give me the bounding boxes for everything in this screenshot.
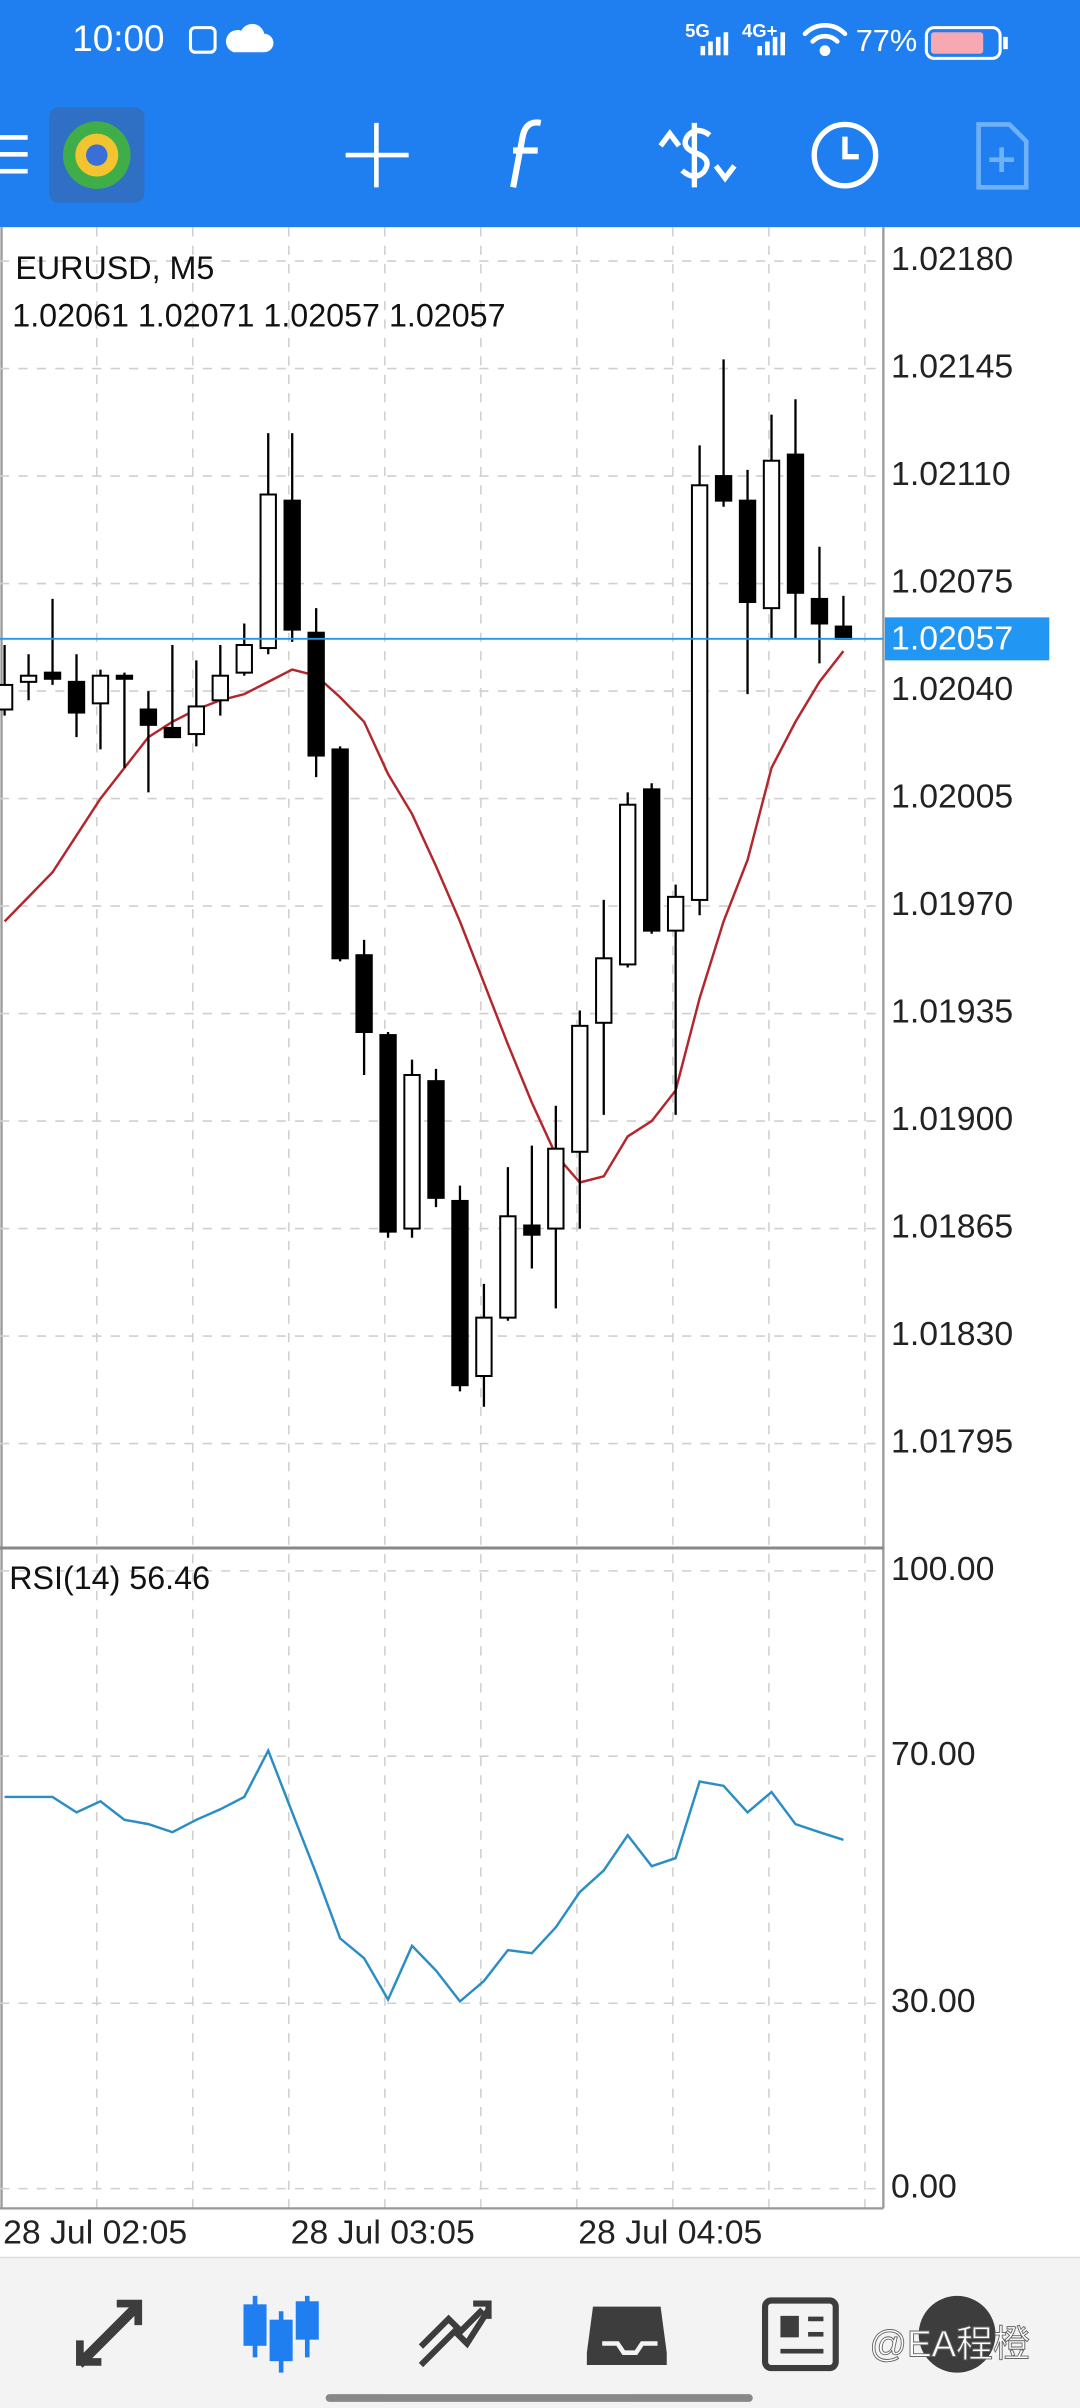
signal-bars	[700, 32, 786, 56]
candle-body	[283, 499, 301, 631]
new-order-button[interactable]	[976, 122, 1029, 190]
candle-body	[307, 631, 325, 757]
candle-body	[762, 459, 781, 610]
y-tick-label: 1.02180	[891, 240, 1013, 278]
y-tick-label: 100.00	[891, 1550, 994, 1588]
y-tick-label: 1.01795	[891, 1422, 1013, 1460]
candle-body	[619, 803, 637, 966]
candle-body	[355, 954, 373, 1033]
indicators-button[interactable]	[510, 119, 542, 188]
ohlc-text: 1.02061 1.02071 1.02057 1.02057	[12, 297, 505, 333]
battery-icon	[924, 26, 1008, 60]
y-tick-label: 1.02075	[891, 562, 1013, 600]
candle-body	[714, 475, 733, 502]
candle-body	[523, 1224, 541, 1236]
chart-title: EURUSD, M5	[15, 250, 214, 286]
y-tick-label: 1.01935	[891, 992, 1013, 1030]
y-tick-label: 30.00	[891, 1982, 976, 2020]
candle-body	[379, 1034, 397, 1233]
candle-body	[139, 708, 158, 726]
status-time: 10:00	[72, 18, 164, 59]
candle-body	[547, 1147, 565, 1230]
nav-trade[interactable]	[418, 2300, 492, 2368]
candle-body	[499, 1215, 517, 1319]
crosshair-button[interactable]	[345, 122, 409, 188]
wifi-icon	[802, 23, 848, 57]
gesture-bar	[325, 2394, 753, 2402]
candle-body	[235, 644, 253, 674]
candle-body	[666, 895, 685, 932]
candle-body	[690, 484, 709, 901]
x-tick-label: 28 Jul 03:05	[291, 2213, 475, 2251]
app-header	[0, 0, 1080, 228]
candle-body	[115, 674, 134, 680]
chart-layer: 1.02180 1.02145 1.02110 1.02075 1.02040 1.020…	[0, 240, 1050, 2251]
candle-body	[0, 683, 14, 711]
rsi-line	[4, 1747, 844, 2004]
candle-body	[738, 499, 757, 603]
battery-text: 77%	[856, 23, 917, 58]
y-tick-label: 1.02005	[891, 777, 1013, 815]
candle-body	[643, 788, 661, 932]
candle-body	[834, 625, 853, 640]
candle-body	[187, 705, 206, 736]
trade-button[interactable]	[658, 122, 737, 188]
app-logo[interactable]	[49, 107, 145, 203]
candle-body	[571, 1024, 589, 1153]
candle-body	[67, 680, 86, 714]
candle-body	[163, 726, 182, 739]
nav-history[interactable]	[586, 2306, 667, 2365]
y-tick-label: 0.00	[891, 2168, 957, 2206]
candle-body	[91, 674, 110, 705]
network-4g: 4G+	[742, 20, 778, 41]
x-tick-label: 28 Jul 02:05	[3, 2213, 187, 2251]
nav-news[interactable]	[761, 2297, 839, 2372]
current-price-label: 1.02057	[891, 619, 1013, 657]
candle-body	[331, 748, 349, 960]
bottom-nav	[0, 2257, 1080, 2408]
candle-body	[211, 674, 229, 702]
y-tick-label: 1.02110	[891, 455, 1011, 493]
chart-area	[0, 227, 1080, 2258]
y-tick-label: 1.01900	[891, 1100, 1013, 1138]
current-price-box	[884, 617, 1050, 661]
nav-quotes[interactable]	[76, 2299, 143, 2368]
y-tick-label: 1.01865	[891, 1207, 1013, 1245]
candle-body	[43, 671, 62, 680]
candle-body	[403, 1074, 421, 1230]
y-tick-label: 1.02040	[891, 670, 1013, 708]
candle-body	[786, 453, 805, 594]
menu-button[interactable]	[0, 135, 28, 174]
nav-messages[interactable]	[918, 2295, 996, 2373]
x-tick-label: 28 Jul 04:05	[578, 2213, 762, 2251]
candle-body	[451, 1199, 469, 1387]
candle-body	[595, 957, 613, 1024]
candle-body	[810, 597, 829, 625]
candle-body	[427, 1080, 445, 1199]
status-icons	[188, 23, 274, 54]
candle-body	[259, 493, 277, 650]
candle-body	[475, 1316, 493, 1377]
network-5g: 5G	[685, 20, 710, 41]
y-tick-label: 1.01830	[891, 1315, 1013, 1353]
candle-body	[19, 674, 38, 683]
rsi-title: RSI(14) 56.46	[9, 1560, 210, 1596]
y-tick-label: 70.00	[891, 1735, 976, 1773]
moving-average	[3, 650, 845, 1184]
y-tick-label: 1.02145	[891, 347, 1013, 385]
y-tick-label: 1.01970	[891, 885, 1013, 923]
nav-chart[interactable]	[243, 2295, 319, 2373]
watermark: @EA程橙	[870, 2323, 1030, 2364]
period-button[interactable]	[811, 121, 879, 189]
